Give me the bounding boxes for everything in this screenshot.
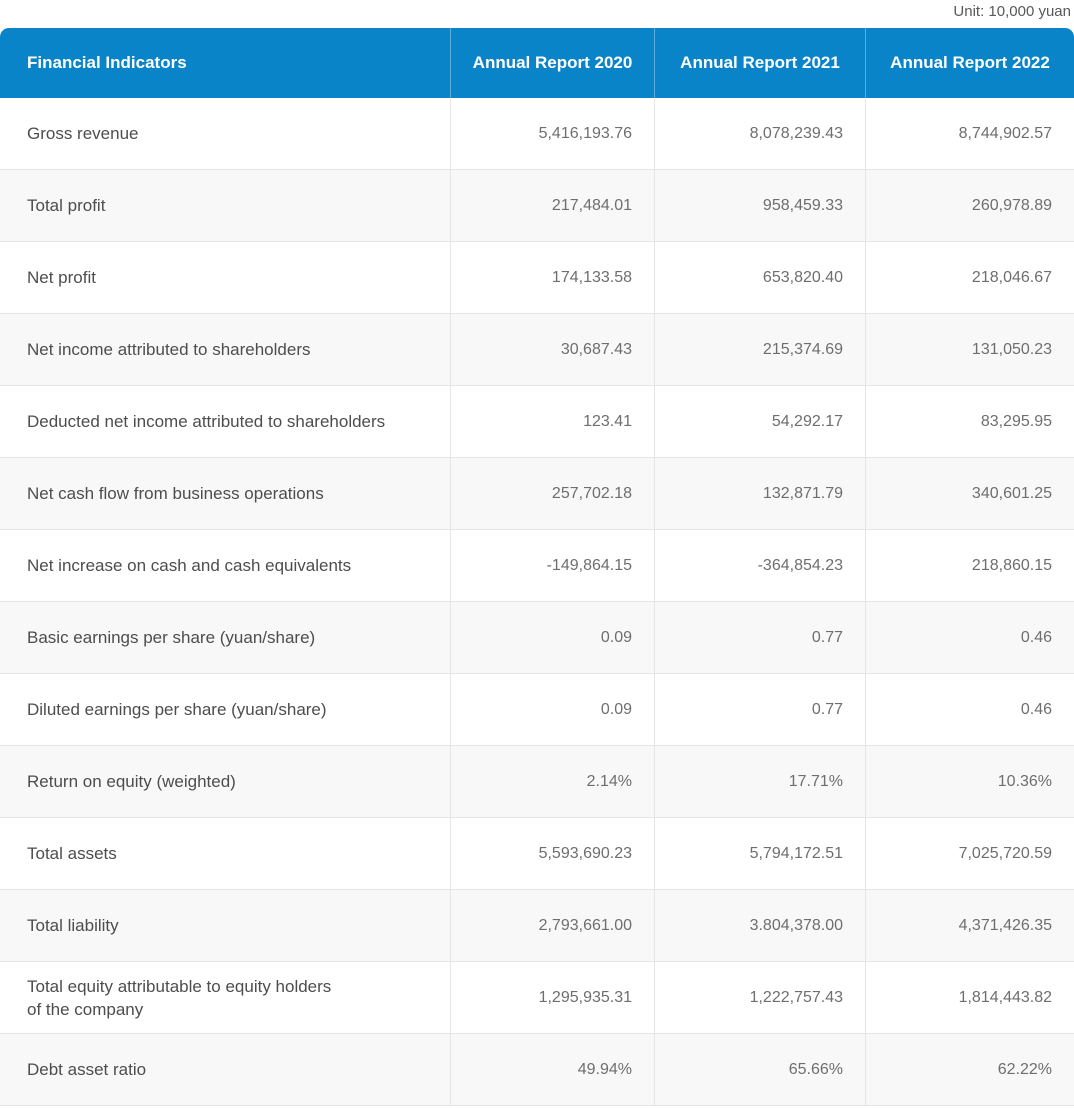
row-value-2022: 8,744,902.57 bbox=[865, 98, 1074, 169]
row-value-2020: -149,864.15 bbox=[450, 530, 654, 601]
row-value-2022: 340,601.25 bbox=[865, 458, 1074, 529]
row-value-2021: 54,292.17 bbox=[654, 386, 865, 457]
table-row: Total profit 217,484.01 958,459.33 260,9… bbox=[0, 170, 1074, 242]
row-label: Diluted earnings per share (yuan/share) bbox=[27, 700, 327, 719]
row-value-2020: 5,416,193.76 bbox=[450, 98, 654, 169]
row-value-2020: 0.09 bbox=[450, 602, 654, 673]
row-value-2022: 4,371,426.35 bbox=[865, 890, 1074, 961]
row-value-2022: 218,046.67 bbox=[865, 242, 1074, 313]
table-row: Net income attributed to shareholders 30… bbox=[0, 314, 1074, 386]
row-value-2020: 49.94% bbox=[450, 1034, 654, 1105]
row-value-2022: 218,860.15 bbox=[865, 530, 1074, 601]
table-row: Deducted net income attributed to shareh… bbox=[0, 386, 1074, 458]
table-row: Total equity attributable to equity hold… bbox=[0, 962, 1074, 1034]
row-value-2020: 5,593,690.23 bbox=[450, 818, 654, 889]
row-label: Total assets bbox=[27, 844, 117, 863]
table-row: Gross revenue 5,416,193.76 8,078,239.43 … bbox=[0, 98, 1074, 170]
row-value-2021: -364,854.23 bbox=[654, 530, 865, 601]
row-label: Total equity attributable to equity hold… bbox=[27, 976, 332, 1019]
row-value-2022: 62.22% bbox=[865, 1034, 1074, 1105]
table-row: Debt asset ratio 49.94% 65.66% 62.22% bbox=[0, 1034, 1074, 1106]
row-label: Gross revenue bbox=[27, 124, 139, 143]
row-value-2020: 1,295,935.31 bbox=[450, 962, 654, 1033]
row-value-2021: 8,078,239.43 bbox=[654, 98, 865, 169]
column-header-financial-indicators: Financial Indicators bbox=[27, 53, 187, 72]
row-value-2021: 5,794,172.51 bbox=[654, 818, 865, 889]
row-value-2020: 2.14% bbox=[450, 746, 654, 817]
row-value-2020: 217,484.01 bbox=[450, 170, 654, 241]
column-header-annual-report-2021: Annual Report 2021 bbox=[654, 28, 865, 98]
row-value-2020: 2,793,661.00 bbox=[450, 890, 654, 961]
column-header-annual-report-2022: Annual Report 2022 bbox=[865, 28, 1074, 98]
table-row: Net profit 174,133.58 653,820.40 218,046… bbox=[0, 242, 1074, 314]
row-value-2022: 131,050.23 bbox=[865, 314, 1074, 385]
row-value-2021: 0.77 bbox=[654, 674, 865, 745]
table-row: Net cash flow from business operations 2… bbox=[0, 458, 1074, 530]
row-value-2021: 3.804,378.00 bbox=[654, 890, 865, 961]
table-body: Gross revenue 5,416,193.76 8,078,239.43 … bbox=[0, 98, 1074, 1106]
table-row: Return on equity (weighted) 2.14% 17.71%… bbox=[0, 746, 1074, 818]
row-label: Net profit bbox=[27, 268, 96, 287]
row-value-2020: 257,702.18 bbox=[450, 458, 654, 529]
column-header-annual-report-2020: Annual Report 2020 bbox=[450, 28, 654, 98]
row-value-2022: 0.46 bbox=[865, 674, 1074, 745]
row-value-2021: 17.71% bbox=[654, 746, 865, 817]
table-header-row: Financial Indicators Annual Report 2020 … bbox=[0, 28, 1074, 98]
row-value-2022: 1,814,443.82 bbox=[865, 962, 1074, 1033]
unit-label: Unit: 10,000 yuan bbox=[953, 3, 1071, 20]
row-label: Return on equity (weighted) bbox=[27, 772, 236, 791]
row-value-2021: 0.77 bbox=[654, 602, 865, 673]
row-value-2022: 0.46 bbox=[865, 602, 1074, 673]
row-label: Net income attributed to shareholders bbox=[27, 340, 311, 359]
table-row: Basic earnings per share (yuan/share) 0.… bbox=[0, 602, 1074, 674]
row-value-2022: 83,295.95 bbox=[865, 386, 1074, 457]
row-label: Net cash flow from business operations bbox=[27, 484, 324, 503]
row-value-2021: 65.66% bbox=[654, 1034, 865, 1105]
row-value-2021: 132,871.79 bbox=[654, 458, 865, 529]
row-value-2021: 653,820.40 bbox=[654, 242, 865, 313]
row-label: Debt asset ratio bbox=[27, 1060, 147, 1079]
row-value-2020: 174,133.58 bbox=[450, 242, 654, 313]
row-value-2022: 260,978.89 bbox=[865, 170, 1074, 241]
row-label: Total profit bbox=[27, 196, 106, 215]
row-value-2020: 123.41 bbox=[450, 386, 654, 457]
row-value-2022: 10.36% bbox=[865, 746, 1074, 817]
table-row: Total assets 5,593,690.23 5,794,172.51 7… bbox=[0, 818, 1074, 890]
table-row: Diluted earnings per share (yuan/share) … bbox=[0, 674, 1074, 746]
financial-indicators-table: Financial Indicators Annual Report 2020 … bbox=[0, 28, 1074, 1106]
table-row: Total liability 2,793,661.00 3.804,378.0… bbox=[0, 890, 1074, 962]
row-label: Deducted net income attributed to shareh… bbox=[27, 412, 386, 431]
table-row: Net increase on cash and cash equivalent… bbox=[0, 530, 1074, 602]
row-label: Basic earnings per share (yuan/share) bbox=[27, 628, 316, 647]
row-value-2020: 0.09 bbox=[450, 674, 654, 745]
row-label: Net increase on cash and cash equivalent… bbox=[27, 556, 352, 575]
row-value-2022: 7,025,720.59 bbox=[865, 818, 1074, 889]
row-value-2021: 958,459.33 bbox=[654, 170, 865, 241]
row-value-2021: 1,222,757.43 bbox=[654, 962, 865, 1033]
row-value-2020: 30,687.43 bbox=[450, 314, 654, 385]
row-value-2021: 215,374.69 bbox=[654, 314, 865, 385]
row-label: Total liability bbox=[27, 916, 119, 935]
